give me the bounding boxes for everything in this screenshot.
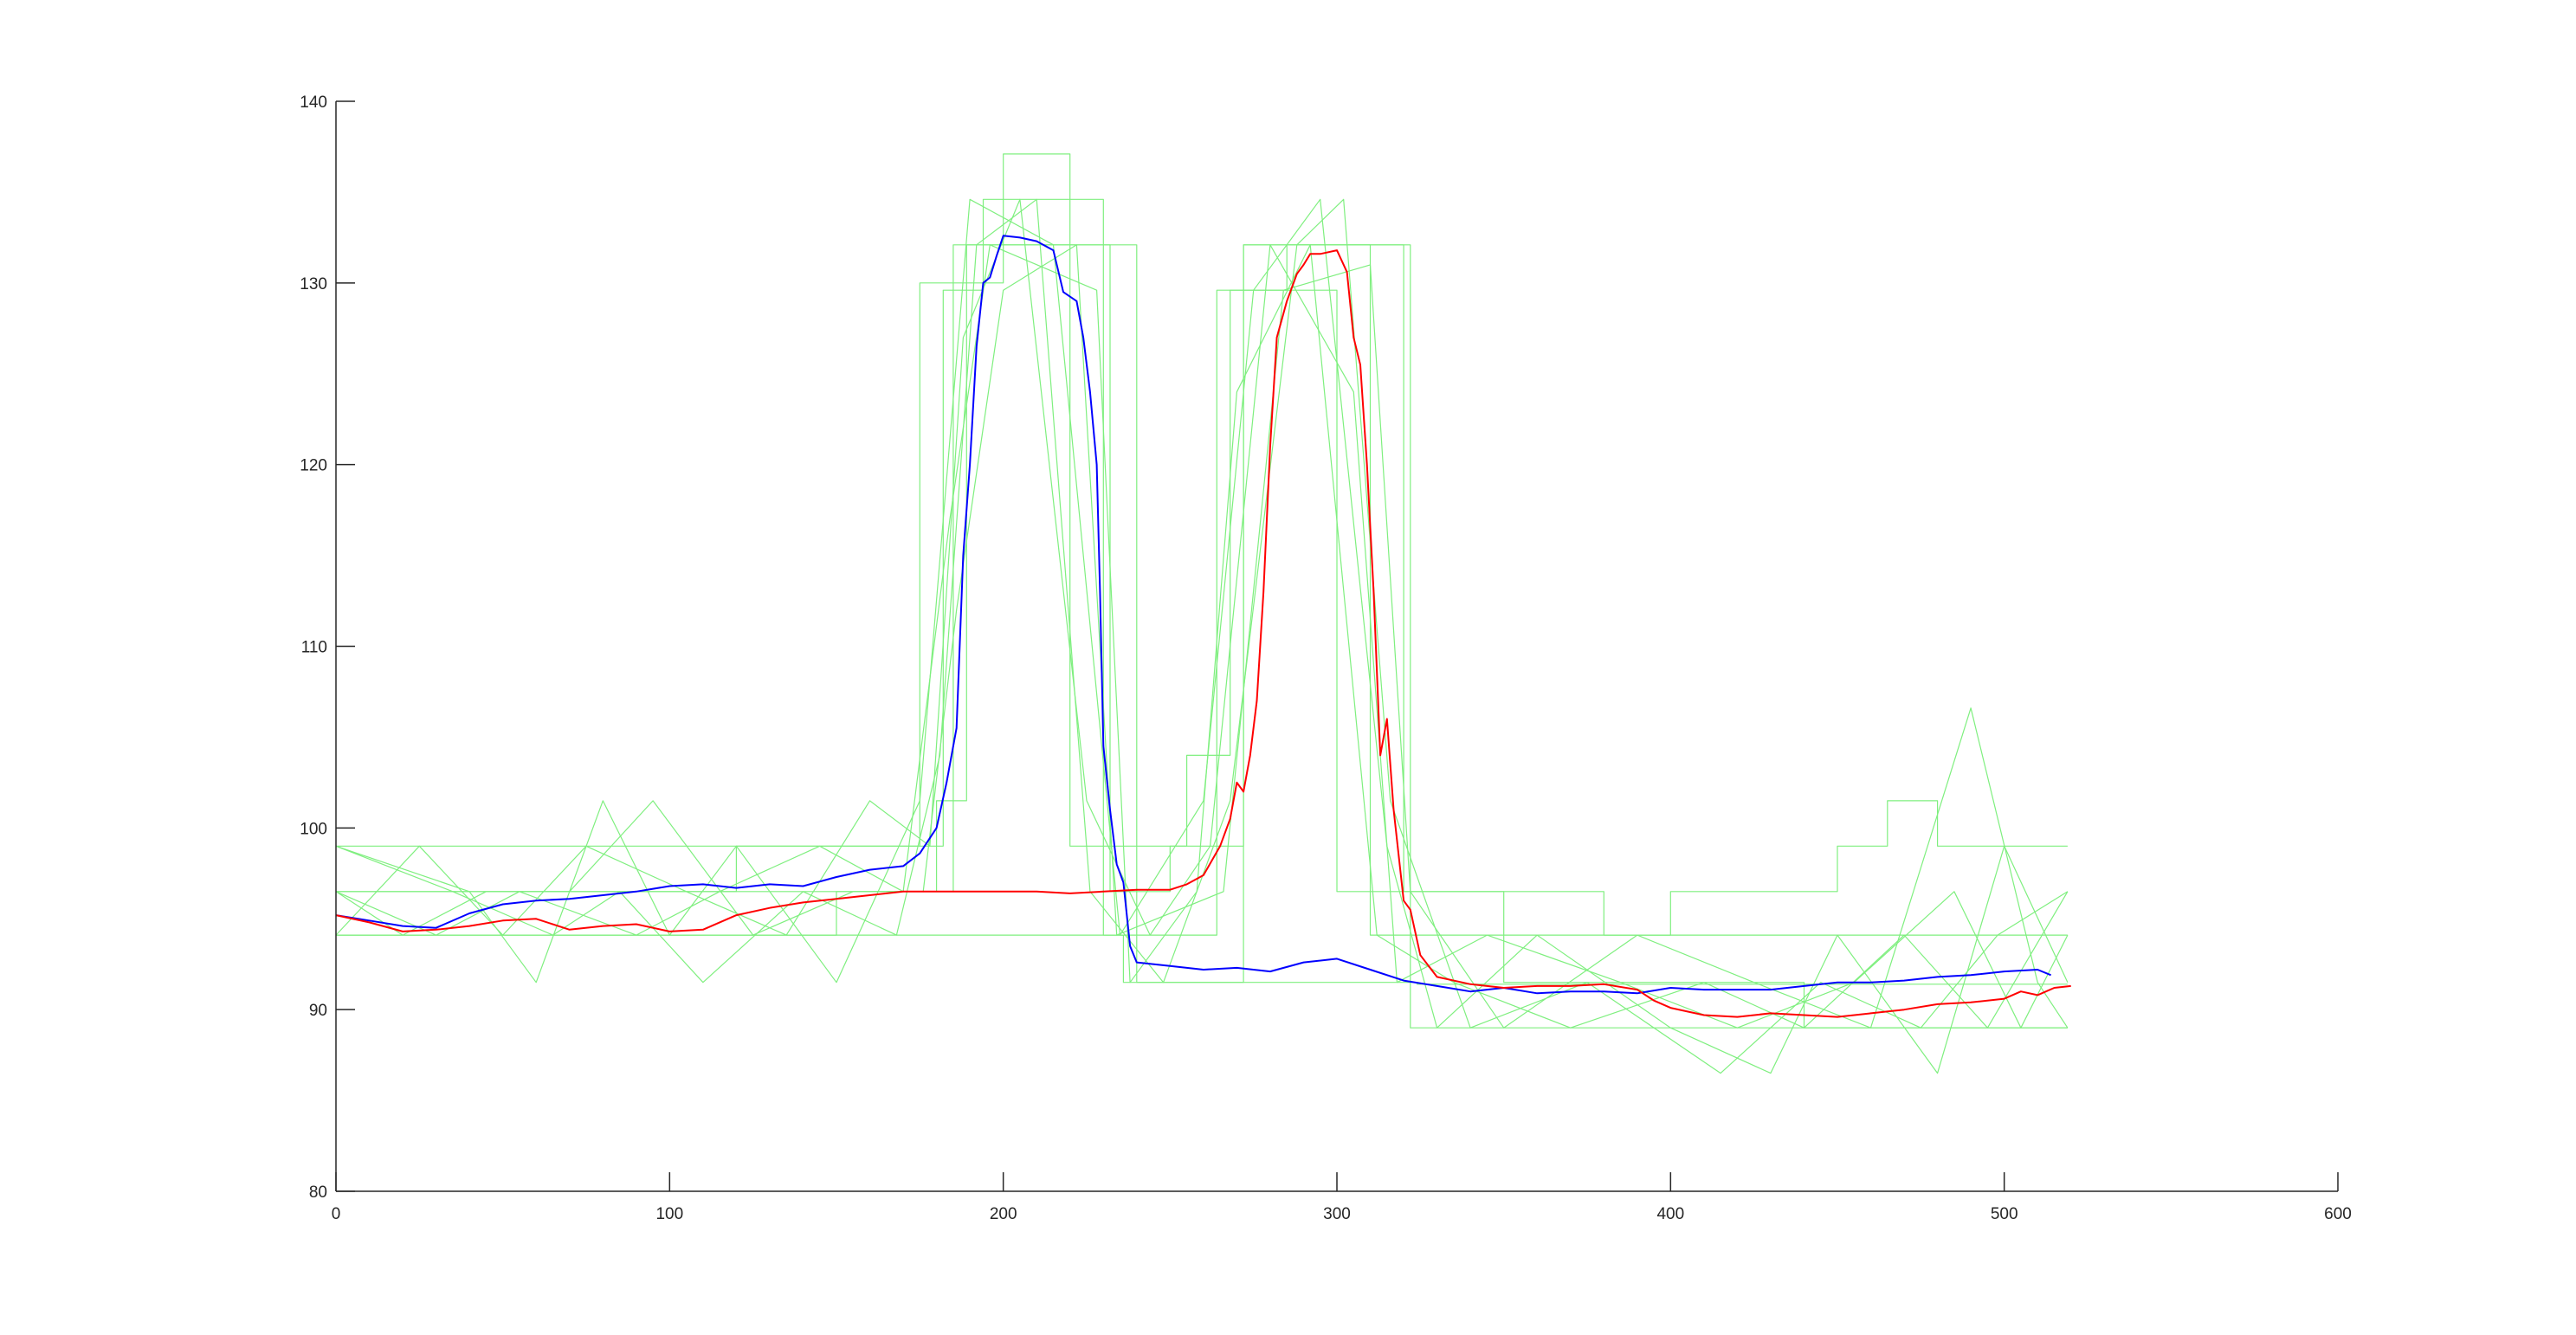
- y-tick-label: 140: [300, 94, 327, 112]
- background-trace-line: [335, 198, 2069, 1074]
- x-tick-label: 300: [1323, 1205, 1351, 1223]
- x-tick-label: 600: [2324, 1205, 2352, 1223]
- background-traces: [335, 153, 2069, 1074]
- background-trace-line: [336, 198, 2068, 1029]
- data-series: [335, 235, 2071, 1018]
- ticks: 0 100 200 300 400 500 600 80 90 100 110 …: [300, 94, 2352, 1223]
- x-tick-label: 100: [655, 1205, 683, 1223]
- series-line: [335, 249, 2071, 1018]
- y-tick-label: 90: [309, 1002, 327, 1020]
- x-tick-label: 500: [1991, 1205, 2018, 1223]
- background-trace-line: [336, 934, 2068, 985]
- background-trace-line: [336, 153, 2068, 1029]
- y-tick-label: 130: [300, 275, 327, 293]
- y-tick-label: 100: [300, 820, 327, 838]
- background-trace-line: [335, 198, 2069, 1074]
- x-tick-label: 0: [332, 1205, 341, 1223]
- x-tick-label: 200: [990, 1205, 1017, 1223]
- background-trace-line: [335, 244, 2069, 1029]
- background-trace-line: [335, 198, 2069, 1029]
- y-tick-label: 80: [309, 1183, 327, 1202]
- y-tick-label: 110: [301, 639, 327, 657]
- x-tick-label: 400: [1656, 1205, 1684, 1223]
- background-trace-line: [335, 244, 2069, 1029]
- series-line: [335, 235, 2051, 995]
- background-trace-line: [336, 244, 2068, 984]
- y-tick-label: 120: [300, 457, 327, 475]
